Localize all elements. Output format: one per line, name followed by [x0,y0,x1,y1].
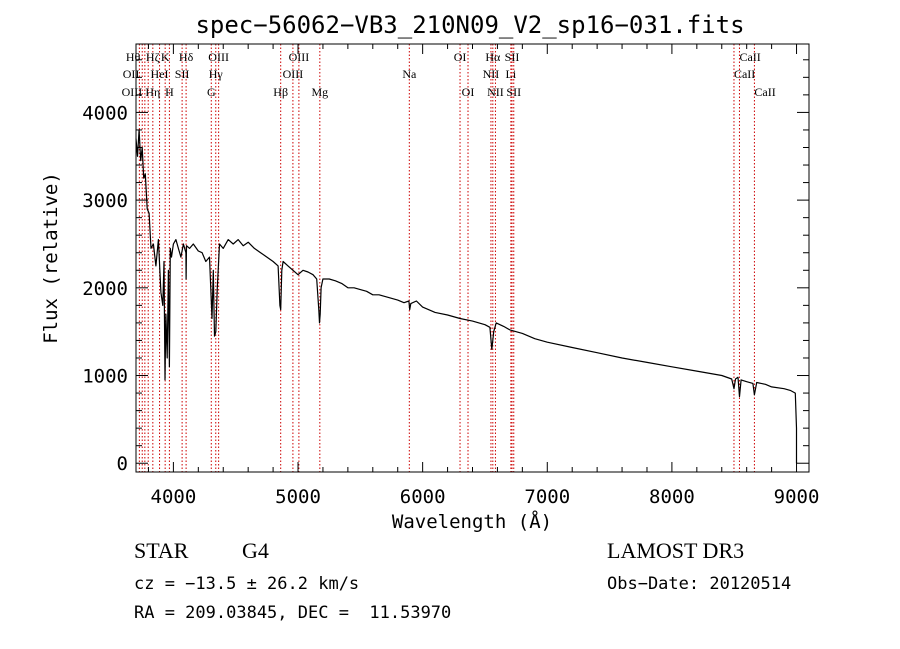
plot-frame [135,43,810,473]
x-tick-label: 8000 [649,486,695,508]
line-label: CaII [734,67,755,81]
y-tick-label: 0 [117,453,128,475]
line-label: CaII [754,85,775,99]
line-label: NII [487,85,504,99]
line-label: Hγ [209,67,224,81]
line-label: G [207,85,216,99]
x-tick-label: 5000 [275,486,321,508]
line-label: Hζ [146,50,160,64]
line-label: Hη [145,85,160,99]
emission-line-markers [138,44,755,472]
x-axis-label: Wavelength (Å) [392,510,552,533]
chart-title: spec−56062−VB3_210N09_V2_sp16−031.fits [195,11,744,39]
line-label: Hα [485,50,501,64]
redshift-text: cz = −13.5 ± 26.2 km/s [134,574,360,594]
spectral-subclass: G4 [242,538,269,563]
x-tick-label: 9000 [774,486,820,508]
line-label: SII [505,50,520,64]
observation-date: Obs−Date: 20120514 [607,574,792,594]
y-tick-label: 2000 [82,278,128,300]
line-label: CaII [739,50,760,64]
line-label: OI [462,85,475,99]
y-axis-label: Flux (relative) [40,172,62,344]
line-label: SII [175,67,190,81]
line-label: OIII [283,67,304,81]
y-tick-label: 3000 [82,190,128,212]
object-class: STAR [134,538,189,563]
line-label: OII [123,67,140,81]
y-tick-label: 4000 [82,102,128,124]
line-label: Hθ [126,50,141,64]
line-label: K [161,50,170,64]
line-label: Hβ [273,85,288,99]
y-tick-label: 1000 [82,366,128,388]
coordinates-text: RA = 209.03845, DEC = 11.53970 [134,603,452,623]
axis-ticks: 4000 5000 6000 7000 8000 9000 0 1000 2000 3000 400… [82,44,819,508]
line-label: OIII [289,50,310,64]
line-label: Mg [311,85,328,99]
survey-name: LAMOST DR3 [607,538,745,563]
line-label: OIII [122,85,143,99]
line-label: Na [402,67,417,81]
spectrum-line [135,129,798,464]
line-label: HeI [151,67,169,81]
line-label: Hδ [179,50,194,64]
line-label: SII [506,85,521,99]
line-label: Li [506,67,517,81]
line-label: NII [483,67,500,81]
x-tick-label: 7000 [524,486,570,508]
line-label: H [165,85,174,99]
line-label: OI [454,50,467,64]
line-label: OIII [208,50,229,64]
x-tick-label: 6000 [400,486,446,508]
spectrum-series [135,129,798,464]
x-tick-label: 4000 [151,486,197,508]
